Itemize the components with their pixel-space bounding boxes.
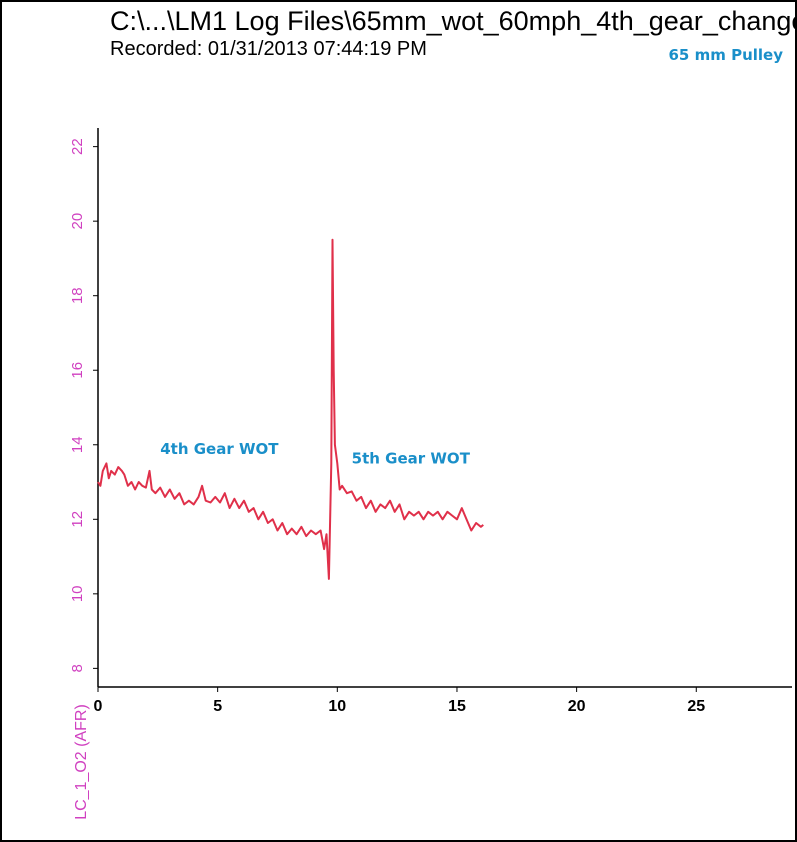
y-tick-label: 16: [69, 362, 86, 379]
annotation-layer: 4th Gear WOT 5th Gear WOT: [160, 440, 470, 467]
x-axis: 0 5 10 15 20 25: [94, 686, 792, 715]
x-tick-label: 0: [94, 698, 103, 715]
gear-annotation: 5th Gear WOT: [352, 449, 471, 467]
x-tick-label: 5: [213, 698, 222, 715]
afr-series-line: [97, 238, 484, 580]
y-tick-label: 10: [69, 585, 86, 602]
x-tick-label: 15: [448, 698, 466, 715]
y-tick-label: 20: [69, 213, 86, 230]
page-title: C:\...\LM1 Log Files\65mm_wot_60mph_4th_…: [110, 6, 797, 36]
pulley-label: 65 mm Pulley: [668, 46, 784, 64]
y-axis: 8 10 12 14 16 18 20 22: [69, 128, 99, 687]
y-tick-label: 14: [69, 436, 86, 453]
y-tick-label: 22: [69, 138, 86, 155]
y-axis-label: LC_1_O2 (AFR): [73, 704, 90, 820]
y-tick-label: 8: [69, 664, 86, 672]
series-layer: [97, 238, 484, 580]
x-tick-label: 10: [328, 698, 346, 715]
gear-annotation: 4th Gear WOT: [160, 440, 279, 458]
recorded-timestamp: Recorded: 01/31/2013 07:44:19 PM: [110, 38, 427, 60]
y-tick-label: 18: [69, 287, 86, 304]
x-tick-label: 25: [687, 698, 705, 715]
y-tick-label: 12: [69, 511, 86, 528]
x-tick-label: 20: [568, 698, 586, 715]
